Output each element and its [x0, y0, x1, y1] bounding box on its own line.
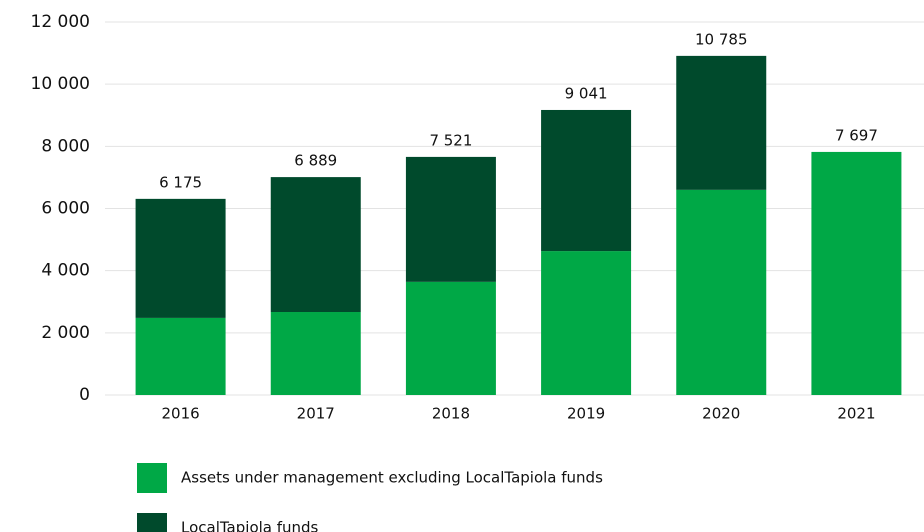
bar-segment [676, 55, 767, 190]
bar-segment [135, 317, 226, 395]
y-tick-label: 0 [79, 385, 90, 405]
total-label: 6 889 [294, 152, 337, 170]
x-tick-label: 2021 [837, 405, 875, 423]
legend-label: LocalTapiola funds [181, 519, 319, 532]
x-tick-label: 2020 [702, 405, 740, 423]
bar-segment [270, 177, 361, 313]
y-tick-label: 12 000 [31, 12, 90, 32]
y-tick-label: 8 000 [41, 136, 90, 156]
legend-swatch [137, 513, 167, 532]
total-label: 9 041 [565, 84, 608, 102]
bar-segment [405, 281, 496, 395]
y-tick-label: 2 000 [41, 323, 90, 343]
x-tick-label: 2018 [432, 405, 470, 423]
legend-label: Assets under management excluding LocalT… [181, 469, 603, 487]
x-tick-label: 2016 [161, 405, 199, 423]
bar-segment [676, 189, 767, 395]
x-tick-label: 2017 [297, 405, 335, 423]
total-label: 10 785 [695, 30, 748, 48]
x-tick-label: 2019 [567, 405, 605, 423]
total-label: 7 697 [835, 126, 878, 144]
y-tick-label: 6 000 [41, 199, 90, 219]
bar-segment [135, 198, 226, 318]
y-tick-label: 10 000 [31, 74, 90, 94]
y-tick-label: 4 000 [41, 261, 90, 281]
bar-segment [270, 312, 361, 395]
bar-segment [811, 151, 902, 395]
total-label: 7 521 [429, 131, 472, 149]
legend-swatch [137, 463, 167, 493]
total-label: 6 175 [159, 173, 202, 191]
bar-segment [541, 251, 632, 395]
bar-segment [541, 109, 632, 252]
bar-segment [405, 156, 496, 282]
